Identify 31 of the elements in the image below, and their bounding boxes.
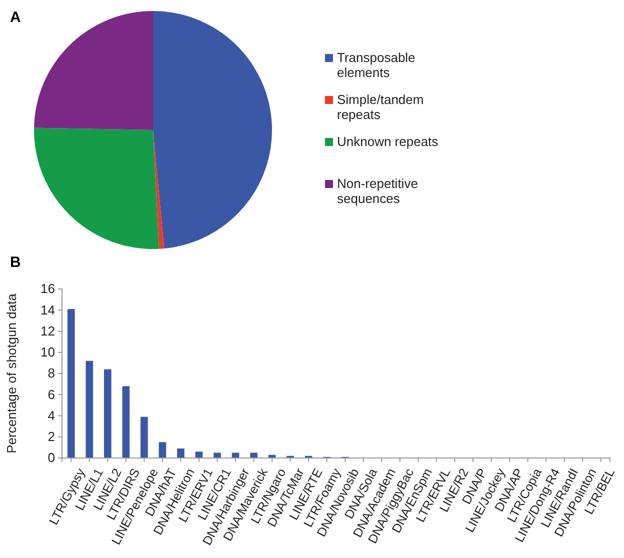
y-tick-label: 4 xyxy=(48,408,55,423)
y-tick-label: 10 xyxy=(40,344,55,360)
legend-label: Simple/tandem repeats xyxy=(337,92,424,122)
y-tick-label: 0 xyxy=(48,450,55,466)
bar xyxy=(177,448,184,458)
bar xyxy=(214,452,221,458)
y-tick-label: 12 xyxy=(40,323,55,338)
y-tick-label: 2 xyxy=(48,429,55,444)
y-tick-label: 14 xyxy=(40,302,55,318)
legend-label: Transposable elements xyxy=(337,50,416,80)
bar xyxy=(195,452,203,458)
y-tick-label: 6 xyxy=(48,386,55,402)
legend-label: Unknown repeats xyxy=(337,134,439,149)
pie-slice xyxy=(34,128,159,249)
chart-title: A xyxy=(10,9,21,26)
legend-label: Non-repetitive sequences xyxy=(337,176,418,206)
y-tick-label: 8 xyxy=(48,366,55,381)
bar xyxy=(67,309,75,458)
pie-slice xyxy=(153,130,164,249)
y-tick-label: 16 xyxy=(40,281,55,296)
bar xyxy=(122,386,130,458)
bar xyxy=(232,452,240,458)
y-axis-title: Percentage of shotgun data xyxy=(4,292,19,454)
bar xyxy=(140,416,148,458)
bar xyxy=(104,369,112,458)
bar xyxy=(86,360,94,458)
bar xyxy=(250,452,258,458)
bar xyxy=(158,442,166,458)
pie-slice xyxy=(153,11,272,248)
chart-title: B xyxy=(10,254,21,271)
pie-slice xyxy=(34,11,153,130)
